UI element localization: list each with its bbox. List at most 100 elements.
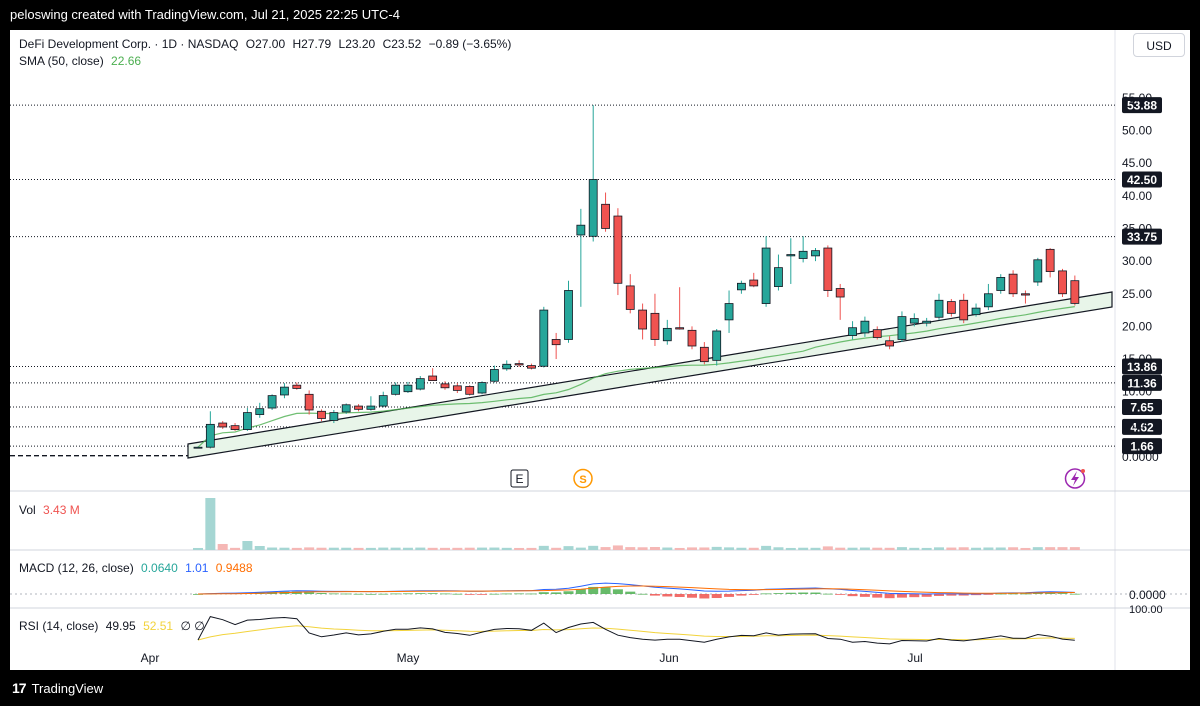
candle [415, 376, 425, 391]
candle [428, 368, 438, 381]
macd-histogram-bar [625, 591, 636, 594]
rsi-legend: RSI (14, close) 49.95 52.51 ∅ ∅ [19, 619, 209, 633]
volume-bar [983, 547, 994, 550]
volume-bar [921, 547, 932, 550]
volume-label: Vol [19, 503, 36, 517]
candle [860, 316, 870, 337]
macd-histogram-bar [859, 594, 870, 597]
flash-news-icon [1064, 468, 1086, 489]
candle [959, 293, 969, 324]
volume-bar [514, 547, 525, 550]
macd-histogram-bar [983, 594, 994, 595]
rsi-axis-label: 100.00 [1129, 604, 1163, 616]
volume-bar [390, 547, 401, 550]
candle-body [971, 307, 981, 316]
macd-histogram-bar [353, 593, 364, 595]
currency-button[interactable]: USD [1133, 33, 1185, 57]
candle [366, 396, 376, 411]
y-axis-tick-label: 5.00 [1122, 417, 1146, 431]
macd-histogram-bar [304, 592, 315, 594]
macd-signal-line [197, 585, 1075, 595]
candle [996, 274, 1006, 294]
candle [551, 332, 561, 360]
y-axis-tick-label: 25.00 [1122, 287, 1152, 301]
level-price-tag: 4.62 [1122, 418, 1162, 435]
candle [638, 303, 647, 340]
volume-bar [365, 547, 376, 550]
candle-body [403, 384, 413, 393]
candle [242, 408, 252, 431]
ohlc-low: L23.20 [338, 37, 376, 51]
y-axis-tick-label: 15.00 [1122, 352, 1152, 366]
sma-50-line [197, 306, 1075, 448]
volume-bar [625, 547, 636, 550]
candle [564, 280, 573, 343]
macd-histogram-bar [526, 593, 537, 595]
macd-histogram-bar [600, 587, 611, 594]
macd-histogram-bar [687, 594, 697, 598]
macd-histogram-bar [736, 594, 747, 596]
candle [341, 403, 351, 414]
candle [317, 409, 326, 422]
candle-body [601, 203, 610, 229]
candle [872, 326, 882, 340]
rsi-extra: ∅ ∅ [180, 619, 205, 633]
candles-group [193, 105, 1080, 449]
candle-body [959, 299, 969, 321]
macd-histogram-bar [637, 593, 648, 595]
macd-label: MACD (12, 26, close) [19, 561, 134, 575]
candle [1008, 270, 1018, 298]
candle [613, 208, 623, 296]
chart-frame: 53.88 42.50 33.75 13.86 11.36 7.65 4.62 1.66 55.… [10, 30, 1190, 670]
price-change: −0.89 (−3.65%) [428, 37, 512, 51]
tv-logo-icon: 17 [12, 680, 27, 696]
volume-bar [711, 546, 722, 550]
candle-body [774, 267, 783, 287]
candle-body [662, 327, 672, 342]
volume-bar [551, 547, 562, 550]
volume-bar [637, 547, 648, 550]
candle [922, 317, 932, 327]
macd-histogram-bar [193, 594, 203, 595]
level-price-label: 11.36 [1127, 376, 1157, 390]
candle [1045, 248, 1055, 278]
candle-body [514, 363, 524, 366]
volume-bar [353, 547, 364, 550]
volume-bar [279, 547, 290, 550]
volume-bar [934, 547, 944, 550]
symbol-title: DeFi Development Corp. · 1D · NASDAQ [19, 37, 239, 51]
volume-bar [785, 547, 796, 550]
candle [292, 382, 302, 390]
candle-body [798, 250, 808, 259]
candle [465, 385, 475, 396]
candle [1058, 268, 1067, 298]
candle-body [613, 215, 623, 284]
sma-label: SMA (50, close) [19, 54, 104, 68]
volume-bar [946, 547, 957, 550]
candle-body [527, 365, 536, 369]
rsi-ma-line [197, 625, 1075, 641]
candle-body [687, 329, 697, 347]
volume-bar [526, 547, 537, 550]
candle-body [292, 384, 302, 389]
candle [699, 342, 709, 365]
symbol-legend: DeFi Development Corp. · 1D · NASDAQ O27… [19, 37, 515, 51]
macd-histogram-bar [785, 592, 796, 594]
candlestick-chart[interactable]: 53.88 42.50 33.75 13.86 11.36 7.65 4.62 1.66 55.… [10, 30, 1190, 670]
macd-histogram-bar [761, 593, 772, 595]
candle [452, 383, 462, 394]
volume-bar [662, 547, 673, 550]
macd-histogram-bar [390, 593, 401, 595]
volume-bar [328, 547, 339, 550]
candle [378, 391, 388, 408]
level-price-label: 4.62 [1130, 420, 1154, 434]
candle-body [378, 395, 388, 407]
sma-value: 22.66 [111, 54, 142, 68]
volume-bar [896, 547, 907, 550]
candle [971, 303, 981, 317]
candle-body [304, 393, 314, 411]
volume-bar [341, 547, 352, 550]
candle [662, 319, 672, 345]
candle-body [897, 316, 907, 340]
volume-bar [687, 547, 697, 550]
